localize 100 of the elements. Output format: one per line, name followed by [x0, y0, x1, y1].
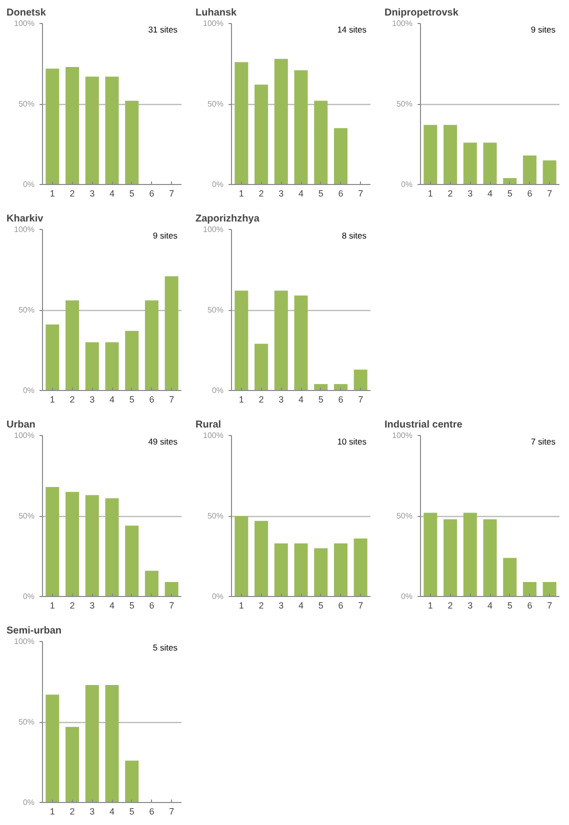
y-tick-label: 100% — [203, 225, 224, 234]
x-tick-label: 3 — [90, 188, 95, 198]
x-tick-label: 4 — [109, 188, 115, 198]
chart-title: Industrial centre — [384, 420, 463, 430]
x-tick-label: 3 — [278, 394, 284, 404]
y-tick-label: 100% — [14, 637, 35, 646]
y-tick-label: 50% — [18, 100, 35, 108]
x-tick-label: 6 — [527, 188, 532, 198]
x-tick-label: 2 — [258, 600, 264, 610]
x-tick-label: 1 — [238, 188, 244, 198]
y-tick-label: 0% — [400, 180, 412, 189]
y-tick-label: 100% — [392, 431, 413, 440]
x-tick-label: 5 — [129, 188, 134, 198]
x-tick-label: 6 — [149, 600, 154, 610]
y-tick-label: 50% — [18, 512, 35, 520]
x-tick-label: 7 — [169, 394, 174, 404]
y-tick-label: 0% — [22, 592, 34, 601]
x-tick-label: 2 — [70, 600, 75, 610]
y-tick-label: 0% — [400, 592, 412, 601]
x-tick-label: 5 — [318, 394, 324, 404]
annotation: 5 sites — [152, 642, 178, 652]
x-tick-label: 4 — [298, 394, 304, 404]
y-tick-label: 100% — [14, 19, 35, 28]
y-tick-label: 50% — [396, 100, 413, 108]
x-tick-label: 2 — [448, 188, 453, 198]
chart-title: Zaporizhzhya — [196, 214, 260, 224]
y-tick-label: 50% — [18, 306, 35, 314]
chart-title: Dnipropetrovsk — [384, 8, 459, 18]
x-tick-label: 7 — [169, 600, 174, 610]
x-tick-label: 5 — [507, 600, 512, 610]
annotation: 9 sites — [152, 230, 178, 240]
x-tick-label: 6 — [149, 188, 154, 198]
x-tick-label: 3 — [468, 600, 473, 610]
x-tick-label: 1 — [50, 806, 55, 816]
x-tick-label: 5 — [129, 806, 134, 816]
x-tick-label: 1 — [428, 188, 433, 198]
x-tick-label: 5 — [318, 600, 324, 610]
x-tick-label: 2 — [70, 394, 75, 404]
x-tick-label: 3 — [90, 394, 95, 404]
annotation: 9 sites — [530, 24, 556, 34]
x-tick-label: 5 — [507, 188, 512, 198]
annotation: 7 sites — [530, 436, 556, 446]
annotation: 10 sites — [337, 436, 367, 446]
x-tick-label: 1 — [50, 188, 55, 198]
y-tick-label: 50% — [396, 512, 413, 520]
x-tick-label: 4 — [298, 600, 304, 610]
y-tick-label: 100% — [203, 431, 224, 440]
x-tick-label: 3 — [278, 600, 284, 610]
x-tick-label: 6 — [149, 394, 154, 404]
x-tick-label: 2 — [258, 188, 264, 198]
annotation: 8 sites — [342, 230, 367, 240]
chart-title: Kharkiv — [6, 214, 44, 224]
x-tick-label: 3 — [90, 806, 95, 816]
x-tick-label: 3 — [468, 188, 473, 198]
y-tick-label: 0% — [212, 386, 224, 395]
y-tick-label: 50% — [18, 718, 35, 726]
annotation: 49 sites — [148, 436, 178, 446]
x-tick-label: 4 — [109, 600, 115, 610]
y-tick-label: 0% — [212, 592, 224, 601]
y-tick-label: 0% — [22, 798, 34, 807]
x-tick-label: 4 — [487, 600, 493, 610]
y-tick-label: 0% — [22, 180, 34, 189]
x-tick-label: 6 — [527, 600, 532, 610]
y-tick-label: 100% — [392, 19, 413, 28]
x-tick-label: 7 — [358, 600, 364, 610]
x-tick-label: 2 — [258, 394, 264, 404]
x-tick-label: 1 — [50, 394, 55, 404]
x-tick-label: 1 — [238, 394, 244, 404]
y-tick-label: 50% — [207, 100, 224, 108]
annotation: 31 sites — [148, 24, 178, 34]
x-tick-label: 3 — [90, 600, 95, 610]
x-tick-label: 4 — [109, 806, 115, 816]
chart-title: Urban — [6, 420, 36, 430]
x-tick-label: 7 — [547, 600, 552, 610]
x-tick-label: 1 — [238, 600, 244, 610]
y-tick-label: 50% — [207, 512, 224, 520]
x-tick-label: 6 — [149, 806, 154, 816]
y-tick-label: 100% — [14, 225, 35, 234]
x-tick-label: 4 — [109, 394, 115, 404]
y-tick-label: 50% — [207, 306, 224, 314]
x-tick-label: 5 — [129, 600, 134, 610]
x-tick-label: 2 — [70, 188, 75, 198]
x-tick-label: 3 — [278, 188, 284, 198]
chart-title: Semi-urban — [6, 626, 62, 636]
x-tick-label: 1 — [428, 600, 433, 610]
x-tick-label: 7 — [169, 806, 174, 816]
x-tick-label: 7 — [547, 188, 552, 198]
chart-title: Luhansk — [196, 8, 238, 18]
x-tick-label: 4 — [298, 188, 304, 198]
x-tick-label: 1 — [50, 600, 55, 610]
x-tick-label: 7 — [169, 188, 174, 198]
y-tick-label: 0% — [212, 180, 224, 189]
x-tick-label: 7 — [358, 394, 364, 404]
x-tick-label: 5 — [318, 188, 324, 198]
chart-title: Donetsk — [6, 8, 46, 18]
y-tick-label: 100% — [203, 19, 224, 28]
x-tick-label: 5 — [129, 394, 134, 404]
x-tick-label: 6 — [338, 188, 344, 198]
y-tick-label: 100% — [14, 431, 35, 440]
x-tick-label: 7 — [358, 188, 364, 198]
